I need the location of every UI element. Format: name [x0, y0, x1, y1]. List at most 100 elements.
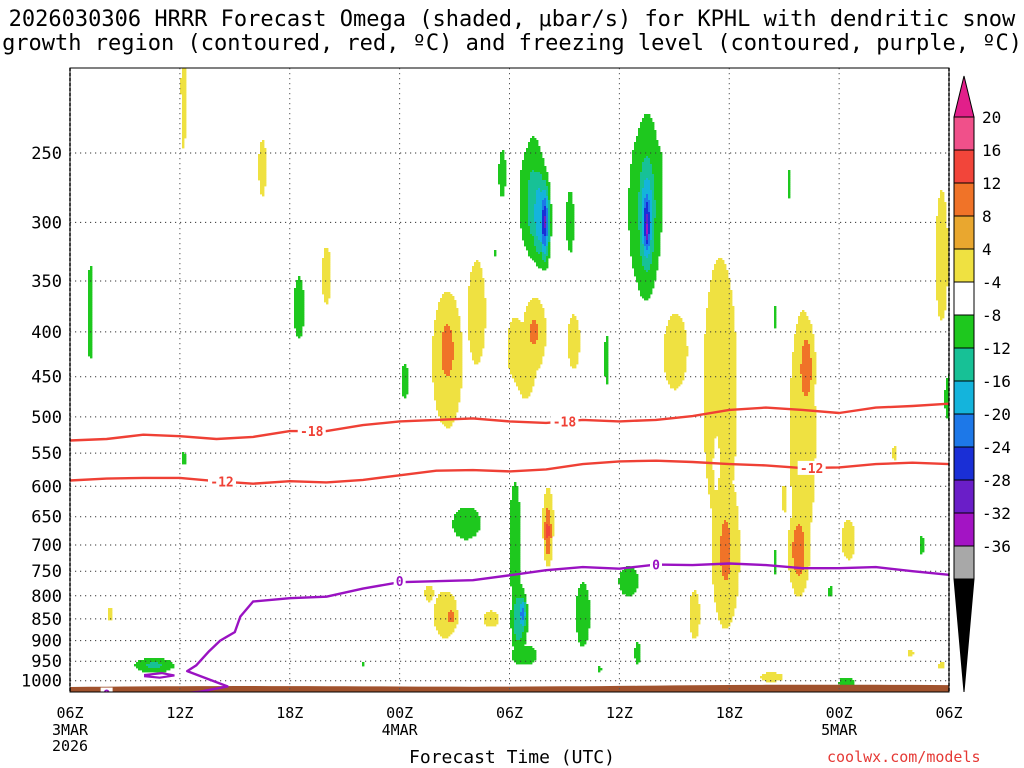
omega-cell: [720, 474, 735, 477]
omega-cell: [548, 214, 551, 217]
omega-cell: [790, 422, 817, 425]
omega-cell: [802, 348, 811, 351]
omega-cell: [648, 248, 651, 251]
omega-cell: [548, 230, 551, 233]
omega-cell: [550, 222, 553, 225]
omega-cell: [790, 474, 815, 477]
omega-cell: [520, 620, 525, 623]
omega-cell: [324, 254, 331, 257]
omega-cell: [294, 294, 305, 297]
omega-cell: [510, 514, 521, 517]
omega-cell: [704, 336, 737, 339]
omega-cell: [434, 320, 461, 323]
colorbar-label: -4: [982, 273, 1001, 292]
omega-cell: [528, 204, 535, 207]
omega-cell: [830, 586, 833, 589]
omega-cell: [182, 134, 187, 137]
omega-cell: [296, 286, 303, 289]
omega-cell: [650, 158, 663, 161]
omega-cell: [892, 456, 897, 459]
colorbar-bottom-arrow: [953, 578, 975, 693]
omega-cell: [520, 616, 523, 619]
omega-cell: [802, 378, 813, 381]
omega-cell: [498, 168, 507, 171]
omega-cell: [802, 528, 811, 531]
omega-cell: [920, 548, 925, 551]
omega-cell: [790, 420, 817, 423]
omega-cell: [182, 462, 187, 465]
omega-cell: [638, 220, 643, 223]
x-tick-label: 00Z: [826, 704, 853, 722]
omega-cell: [524, 314, 545, 317]
omega-cell: [794, 334, 815, 337]
omega-cell: [654, 242, 661, 245]
omega-cell: [804, 540, 811, 543]
omega-cell: [794, 534, 805, 537]
omega-cell: [664, 354, 689, 357]
omega-cell: [618, 580, 639, 583]
omega-cell: [790, 412, 817, 415]
omega-cell: [546, 564, 551, 567]
omega-cell: [454, 354, 463, 357]
omega-cell: [510, 508, 521, 511]
omega-cell: [638, 206, 643, 209]
omega-cell: [454, 618, 459, 621]
omega-cell: [632, 162, 643, 165]
omega-cell: [712, 530, 723, 533]
omega-cell: [646, 214, 649, 217]
omega-cell: [468, 296, 485, 299]
omega-cell: [666, 326, 685, 329]
omega-cell: [510, 542, 521, 545]
omega-cell: [644, 202, 647, 205]
omega-cell: [790, 444, 817, 447]
omega-cell: [528, 222, 537, 225]
omega-cell: [88, 310, 93, 313]
omega-cell: [706, 316, 735, 319]
omega-cell: [512, 586, 523, 589]
omega-cell: [604, 362, 609, 365]
omega-cell: [728, 526, 739, 529]
omega-cell: [790, 386, 803, 389]
omega-cell: [522, 238, 535, 241]
omega-cell: [526, 620, 529, 623]
omega-cell: [548, 244, 551, 247]
omega-cell: [712, 538, 721, 541]
omega-cell: [648, 232, 651, 235]
omega-cell: [652, 252, 661, 255]
omega-cell: [642, 262, 653, 265]
omega-cell: [638, 202, 643, 205]
omega-cell: [516, 634, 523, 637]
omega-cell: [692, 636, 697, 639]
omega-cell: [514, 624, 523, 627]
omega-cell: [782, 494, 787, 497]
omega-cell: [468, 330, 485, 333]
omega-cell: [640, 124, 655, 127]
omega-cell: [652, 166, 663, 169]
omega-cell: [936, 222, 947, 225]
omega-cell: [938, 308, 947, 311]
omega-cell: [708, 300, 733, 303]
omega-cell: [790, 410, 817, 413]
omega-cell: [548, 210, 551, 213]
omega-cell: [630, 180, 641, 183]
omega-cell: [704, 366, 737, 369]
omega-cell: [528, 196, 537, 199]
omega-cell: [652, 260, 659, 263]
omega-cell: [548, 248, 551, 251]
omega-cell: [454, 348, 463, 351]
omega-cell: [568, 198, 573, 201]
omega-cell: [520, 190, 529, 193]
omega-cell: [646, 204, 649, 207]
omega-cell: [940, 196, 945, 199]
omega-cell: [576, 630, 589, 633]
omega-cell: [790, 442, 817, 445]
omega-cell: [938, 310, 945, 313]
omega-cell: [790, 390, 803, 393]
omega-cell: [716, 608, 735, 611]
omega-cell: [690, 602, 699, 605]
omega-cell: [468, 318, 487, 321]
omega-cell: [636, 644, 641, 647]
omega-cell: [664, 352, 689, 355]
omega-cell: [798, 574, 801, 577]
omega-cell: [568, 246, 573, 249]
